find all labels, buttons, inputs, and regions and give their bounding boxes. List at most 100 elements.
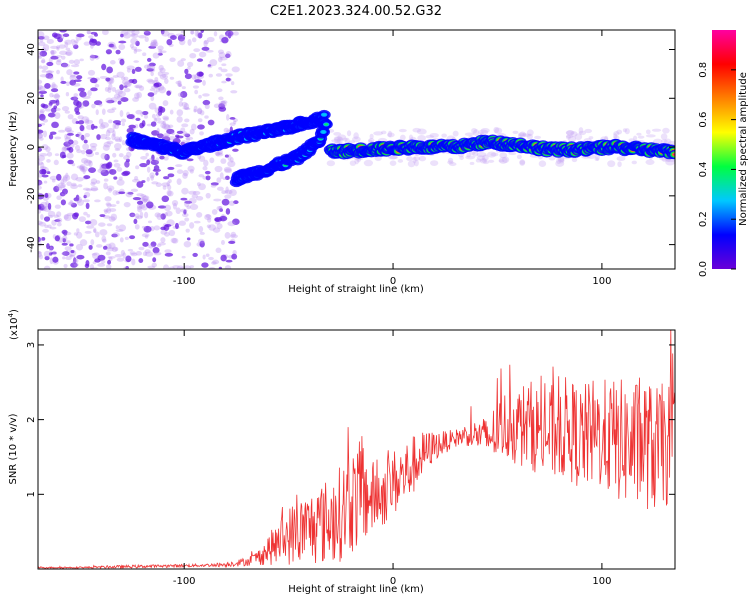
noise-blob (89, 54, 95, 61)
y-tick-label: 2 (26, 416, 37, 422)
noise-blob (83, 194, 87, 199)
noise-blob (142, 111, 149, 116)
spectrogram-y-label: Frequency (Hz) (8, 111, 19, 187)
noise-blob (38, 162, 41, 166)
haze-blob (342, 137, 348, 142)
noise-blob (175, 80, 182, 85)
noise-blob (123, 32, 132, 39)
noise-blob (50, 107, 57, 113)
noise-blob (134, 84, 143, 89)
noise-blob (94, 258, 101, 263)
noise-blob (67, 114, 74, 120)
noise-blob (212, 227, 221, 233)
noise-blob (51, 32, 58, 38)
noise-blob (138, 85, 145, 91)
noise-blob (198, 238, 205, 244)
haze-blob (566, 135, 574, 139)
noise-blob (41, 65, 49, 71)
noise-blob (136, 200, 144, 205)
colorbar: 0.0 0.2 0.4 0.6 0.8 Normalized spectral ampl… (698, 30, 749, 277)
haze-blob (336, 138, 342, 143)
y-tick-label: -40 (26, 236, 37, 252)
noise-blob (61, 242, 68, 246)
noise-blob (118, 136, 123, 143)
noise-blob (111, 107, 117, 111)
noise-blob (220, 239, 225, 245)
noise-blob (146, 159, 151, 166)
noise-blob (169, 109, 174, 115)
noise-blob (111, 133, 116, 141)
noise-blob (157, 133, 164, 139)
noise-blob (123, 88, 131, 93)
noise-blob (112, 120, 121, 124)
noise-blob (220, 100, 228, 104)
noise-blob (171, 199, 179, 206)
noise-blob (116, 257, 125, 262)
noise-blob (190, 123, 197, 131)
noise-blob (141, 233, 150, 238)
colorbar-tick-label: 0.4 (698, 161, 709, 177)
noise-blob (184, 68, 189, 75)
noise-blob (221, 190, 227, 195)
noise-blob (150, 41, 159, 47)
noise-blob (65, 240, 71, 244)
noise-blob (94, 100, 103, 106)
noise-blob (38, 191, 41, 199)
noise-blob (175, 33, 184, 37)
noise-blob (122, 252, 127, 259)
noise-blob (81, 166, 88, 172)
noise-blob (123, 266, 129, 269)
noise-blob (90, 123, 95, 130)
noise-blob (228, 189, 237, 196)
haze-blob (613, 133, 618, 140)
noise-blob (56, 69, 60, 75)
noise-blob (68, 139, 74, 145)
noise-blob (135, 215, 143, 220)
haze-blob (624, 128, 630, 135)
noise-blob (139, 211, 144, 219)
noise-blob (120, 118, 127, 123)
noise-blob (190, 31, 195, 35)
noise-blob (160, 30, 165, 35)
noise-blob (52, 256, 59, 263)
noise-blob (109, 77, 114, 81)
haze-blob (333, 136, 343, 142)
noise-blob (114, 89, 123, 95)
noise-blob (184, 73, 192, 80)
noise-blob (62, 176, 68, 183)
haze-blob (490, 152, 499, 157)
noise-blob (177, 80, 182, 87)
haze-blob (571, 157, 578, 163)
noise-blob (119, 110, 124, 117)
noise-blob (194, 89, 199, 95)
noise-blob (76, 33, 85, 38)
noise-blob (50, 88, 59, 93)
noise-blob (180, 197, 188, 201)
noise-blob (176, 265, 184, 269)
y-tick-label: -20 (26, 188, 37, 204)
noise-blob (45, 146, 51, 153)
noise-blob (183, 200, 190, 208)
noise-blob (208, 73, 213, 78)
noise-blob (109, 169, 117, 175)
noise-blob (183, 240, 192, 248)
noise-blob (68, 59, 75, 64)
noise-blob (38, 204, 42, 210)
noise-blob (55, 99, 60, 106)
noise-blob (85, 220, 92, 225)
noise-blob (148, 102, 157, 110)
spectrogram-marks (38, 30, 675, 269)
noise-blob (73, 262, 79, 267)
noise-blob (147, 79, 156, 84)
noise-blob (164, 252, 174, 257)
noise-blob (66, 81, 70, 87)
noise-blob (61, 192, 67, 196)
y-tick-label: 20 (26, 92, 37, 105)
haze-blob (441, 133, 447, 138)
noise-blob (115, 225, 119, 230)
noise-blob (160, 122, 167, 129)
haze-blob (616, 156, 626, 162)
noise-blob (188, 197, 197, 204)
noise-blob (99, 165, 107, 173)
noise-blob (196, 108, 203, 115)
